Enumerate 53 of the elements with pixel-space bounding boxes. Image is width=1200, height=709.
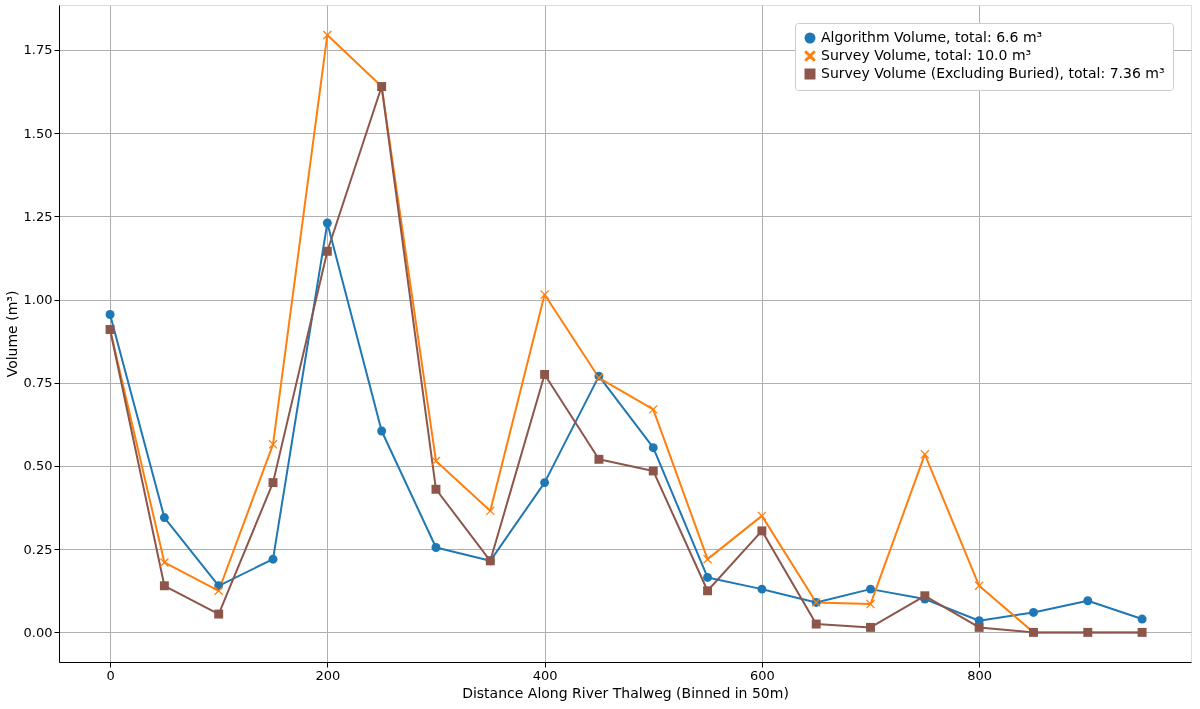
point [214, 609, 224, 619]
point [811, 619, 821, 629]
point [159, 513, 169, 523]
point [431, 484, 441, 494]
legend-label: Survey Volume, total: 10.0 m³ [821, 47, 1032, 63]
point [703, 573, 713, 582]
y-tick-label: 1.75 [23, 42, 53, 58]
x-tick-label: 600 [749, 667, 775, 683]
point [540, 478, 550, 488]
x-tick-label: 400 [532, 667, 558, 683]
x-axis-title: Distance Along River Thalweg (Binned in 50m) [462, 684, 789, 701]
y-tick-label: 0.50 [23, 458, 53, 474]
y-axis-title: Volume (m³) [3, 290, 20, 378]
point [268, 478, 278, 488]
point [159, 558, 169, 567]
point [268, 439, 278, 449]
point [703, 554, 713, 564]
point [648, 404, 658, 414]
point [1029, 607, 1038, 617]
point [1083, 596, 1093, 606]
point [648, 443, 658, 453]
point [974, 622, 984, 632]
point [648, 466, 658, 476]
legend-label: Algorithm Volume, total: 6.6 m³ [821, 29, 1043, 45]
point [540, 369, 550, 379]
point [866, 599, 875, 609]
point [377, 426, 387, 436]
y-tick-label: 1.00 [23, 292, 53, 308]
y-tick-label: 0.25 [23, 541, 53, 557]
x-tick-label: 0 [106, 667, 115, 683]
point [105, 310, 115, 319]
legend-label: Survey Volume (Excluding Buried), total: 7.36 m³ [821, 65, 1165, 81]
point [322, 218, 332, 228]
point [866, 622, 875, 632]
point [268, 554, 278, 564]
point [866, 584, 875, 594]
y-tick-label: 0.75 [23, 375, 53, 391]
y-tick-label: 1.50 [23, 125, 53, 141]
point [757, 526, 767, 536]
point [703, 586, 713, 596]
point [322, 30, 332, 40]
point [485, 506, 495, 516]
x-tick-label: 800 [967, 667, 993, 683]
point [1137, 614, 1147, 624]
point [159, 581, 169, 591]
point [594, 454, 604, 464]
point [431, 543, 441, 552]
y-tick-label: 1.25 [23, 208, 53, 224]
y-tick-label: 0.00 [23, 624, 53, 640]
point [757, 584, 767, 594]
x-tick-label: 200 [315, 667, 341, 683]
point [920, 449, 930, 459]
point [322, 246, 332, 256]
